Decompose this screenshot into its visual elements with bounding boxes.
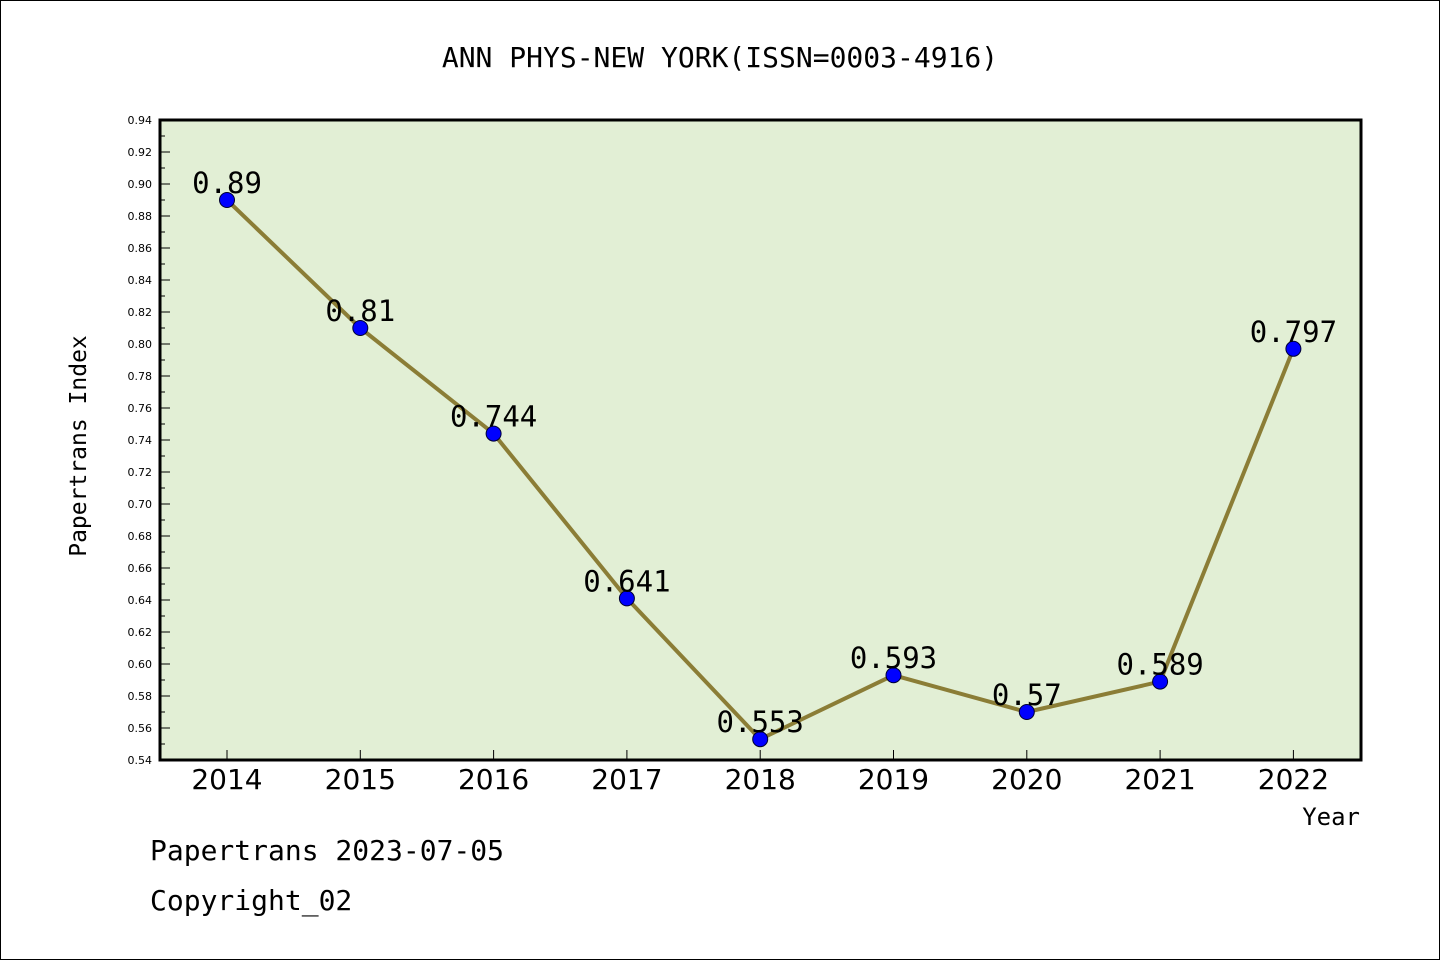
y-tick-label: 0.92 [128, 146, 153, 159]
y-tick-label: 0.74 [128, 434, 153, 447]
y-tick-label: 0.68 [128, 530, 153, 543]
data-point [1285, 340, 1302, 357]
y-tick-label: 0.56 [128, 722, 153, 735]
x-tick-label: 2016 [458, 763, 529, 796]
x-tick-label: 2019 [858, 763, 929, 796]
y-axis-label: Papertrans Index [66, 335, 92, 557]
data-markers [219, 192, 1302, 748]
data-label: 0.641 [583, 564, 670, 598]
y-tick-label: 0.94 [128, 114, 153, 127]
x-axis-label: Year [1302, 803, 1360, 831]
y-tick-label: 0.78 [128, 370, 153, 383]
data-label: 0.553 [717, 705, 804, 739]
y-tick-label: 0.62 [128, 626, 153, 639]
y-tick-label: 0.60 [128, 658, 153, 671]
x-tick-label: 2015 [325, 763, 396, 796]
x-axis-ticks: 2014 2015 2016 2017 2018 2019 2020 2021 2022 [191, 750, 1329, 796]
data-label: 0.57 [992, 678, 1062, 712]
x-tick-label: 2021 [1124, 763, 1195, 796]
x-tick-label: 2014 [191, 763, 262, 796]
data-point [1018, 704, 1035, 720]
footer-copyright: Copyright_02 [150, 884, 353, 917]
plot-area [158, 118, 1363, 762]
chart-title: ANN PHYS-NEW YORK(ISSN=0003-4916) [442, 41, 998, 74]
y-tick-label: 0.80 [128, 338, 153, 351]
y-tick-label: 0.82 [128, 306, 153, 319]
y-tick-label: 0.86 [128, 242, 153, 255]
data-label: 0.89 [192, 166, 262, 200]
x-tick-label: 2020 [991, 763, 1062, 796]
data-label: 0.797 [1250, 315, 1337, 349]
data-label: 0.593 [850, 641, 937, 675]
data-point [752, 731, 769, 748]
data-label: 0.81 [325, 294, 395, 328]
y-tick-label: 0.76 [128, 402, 153, 415]
data-point [485, 425, 502, 442]
data-labels: 0.89 0.81 0.744 0.641 0.553 0.593 0.57 0.589 0.7… [192, 166, 1337, 739]
data-point [1152, 673, 1169, 690]
y-tick-label: 0.72 [128, 466, 153, 479]
x-tick-label: 2017 [591, 763, 662, 796]
y-tick-label: 0.90 [128, 178, 153, 191]
y-tick-label: 0.88 [128, 210, 153, 223]
data-point [219, 192, 235, 208]
x-tick-label: 2018 [725, 763, 796, 796]
y-tick-label: 0.54 [128, 754, 153, 767]
footer-date: Papertrans 2023-07-05 [150, 834, 505, 867]
y-tick-label: 0.70 [128, 498, 153, 511]
y-axis-ticks: 0.54 0.56 0.58 0.60 0.62 0.64 0.66 0.68 0.70 0.72… [128, 114, 170, 767]
data-point [618, 590, 635, 607]
y-tick-label: 0.58 [128, 690, 153, 703]
y-tick-label: 0.64 [128, 594, 153, 607]
y-tick-label: 0.84 [128, 274, 153, 287]
y-tick-label: 0.66 [128, 562, 153, 575]
x-tick-label: 2022 [1258, 763, 1329, 796]
data-point [885, 667, 902, 684]
data-label: 0.589 [1116, 648, 1203, 682]
data-label: 0.744 [450, 400, 537, 434]
data-point [352, 320, 369, 336]
